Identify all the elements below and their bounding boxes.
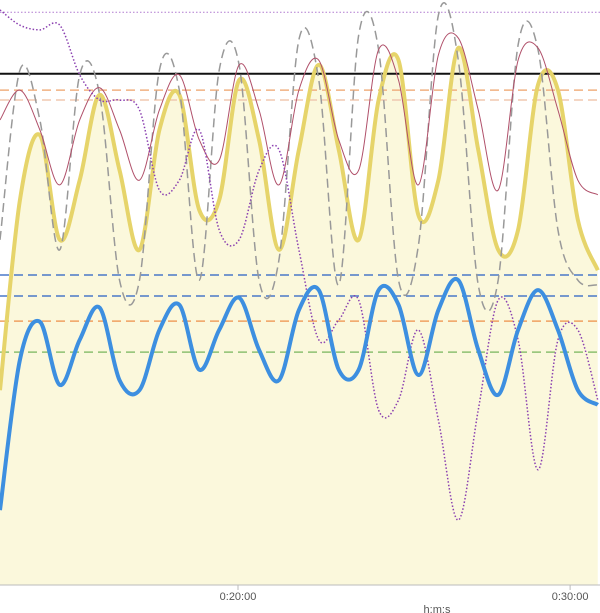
line	[0, 45, 600, 391]
x-axis-label: h:m:s	[424, 604, 451, 613]
line	[0, 32, 599, 196]
line	[0, 276, 599, 511]
x-tick-label: 0:30:00	[552, 591, 589, 603]
area	[0, 47, 598, 586]
x-tick-label: 0:20:00	[220, 591, 257, 603]
